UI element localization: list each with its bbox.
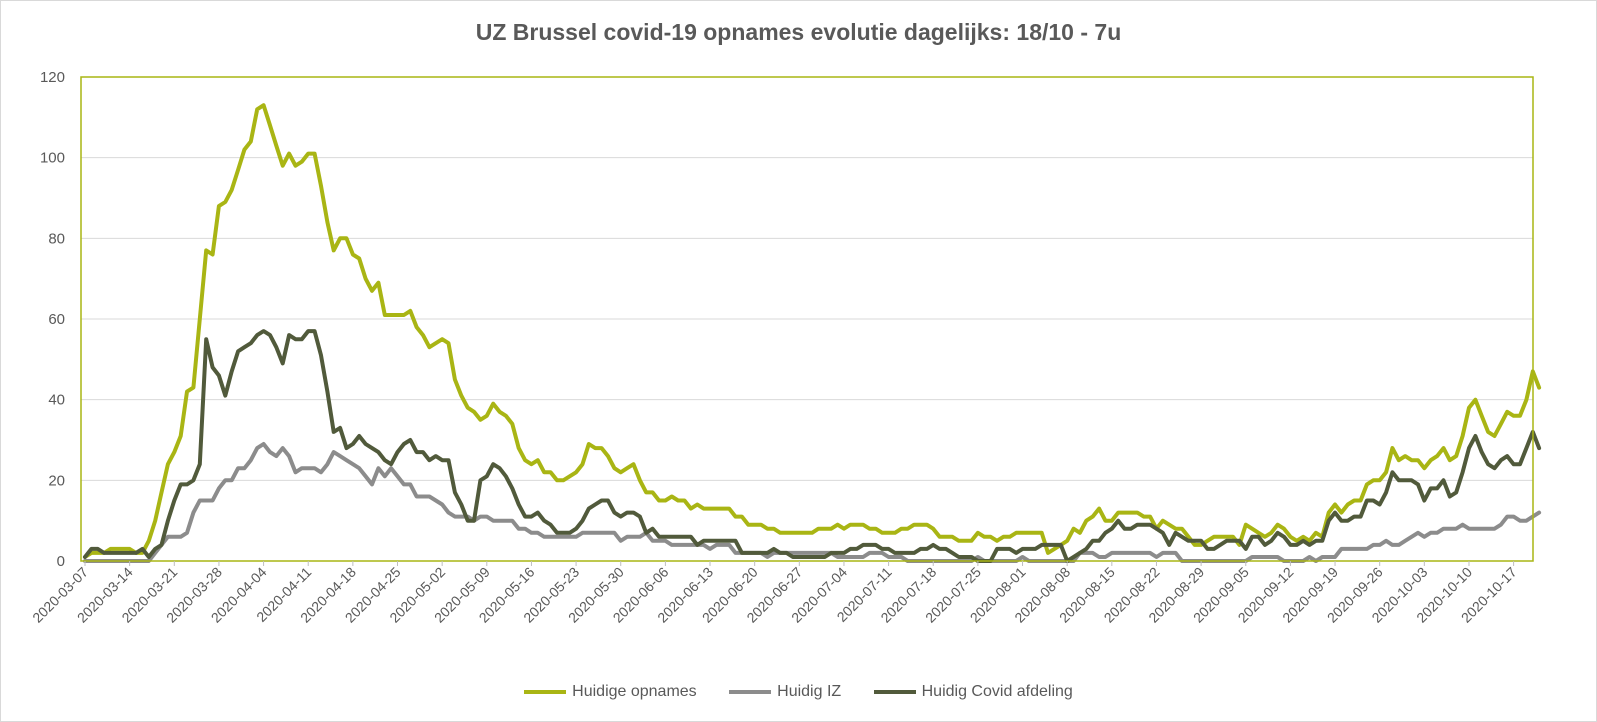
y-tick-label: 20 — [48, 472, 65, 489]
legend-item-huidig-iz: Huidig IZ — [729, 683, 841, 701]
y-tick-label: 0 — [57, 553, 65, 570]
legend: Huidige opnames Huidig IZ Huidig Covid a… — [1, 681, 1596, 701]
legend-label-huidig-covid-afdeling: Huidig Covid afdeling — [921, 683, 1073, 700]
legend-swatch-huidige-opnames — [524, 690, 567, 694]
series-line-0 — [83, 103, 1542, 559]
chart-plot: 0204060801001202020-03-072020-03-142020-… — [29, 69, 1542, 626]
legend-label-huidige-opnames: Huidige opnames — [572, 683, 697, 700]
y-tick-label: 40 — [48, 392, 65, 409]
legend-swatch-huidig-covid-afdeling — [873, 690, 916, 694]
legend-item-huidige-opnames: Huidige opnames — [524, 683, 697, 701]
chart-title: UZ Brussel covid-19 opnames evolutie dag… — [475, 19, 1122, 45]
series-line-1 — [83, 442, 1542, 563]
series-line-2 — [83, 329, 1542, 563]
y-tick-label: 60 — [48, 311, 65, 328]
y-tick-label: 100 — [40, 150, 65, 167]
y-tick-label: 120 — [40, 69, 65, 86]
y-tick-label: 80 — [48, 230, 65, 247]
plot-area-border — [80, 76, 1534, 562]
legend-swatch-huidig-iz — [729, 690, 772, 694]
legend-item-huidig-covid-afdeling: Huidig Covid afdeling — [873, 683, 1073, 701]
legend-label-huidig-iz: Huidig IZ — [777, 683, 842, 700]
